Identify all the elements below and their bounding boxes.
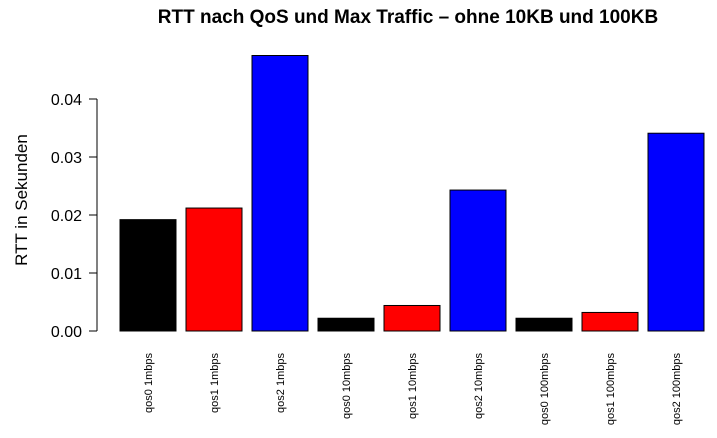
x-category-label: qos2 1mbps [275,353,287,413]
x-category-label: qos2 10mbps [473,353,485,420]
category-labels-group: qos0 1mbps qos1 1mbps qos2 1mbps qos0 10mbp… [143,353,683,426]
x-category-label: qos1 10mbps [407,353,419,420]
bar [515,317,573,332]
bar [581,311,639,332]
x-category-label: qos2 100mbps [671,353,683,426]
x-category-label: qos1 1mbps [209,353,221,413]
bar [185,207,243,332]
bar [251,55,309,332]
x-category-label: qos0 1mbps [143,353,155,413]
y-axis-label: RTT in Sekunden [12,134,31,266]
x-category-label: qos0 10mbps [341,353,353,420]
y-tick-label: 0.03 [51,150,82,167]
y-axis: 0.00 0.01 0.02 0.03 0.04 [51,92,98,341]
bar [317,317,375,332]
bar [449,189,507,332]
bar [383,304,441,332]
y-tick-label: 0.02 [51,208,82,225]
x-category-label: qos1 100mbps [605,353,617,426]
y-tick-label: 0.04 [51,92,82,109]
y-tick-label: 0.00 [51,324,82,341]
bars-group [119,55,705,332]
bar [647,132,705,332]
y-tick-label: 0.01 [51,266,82,283]
chart-title: RTT nach QoS und Max Traffic – ohne 10KB… [158,7,658,28]
x-category-label: qos0 100mbps [539,353,551,426]
bar [119,219,177,332]
